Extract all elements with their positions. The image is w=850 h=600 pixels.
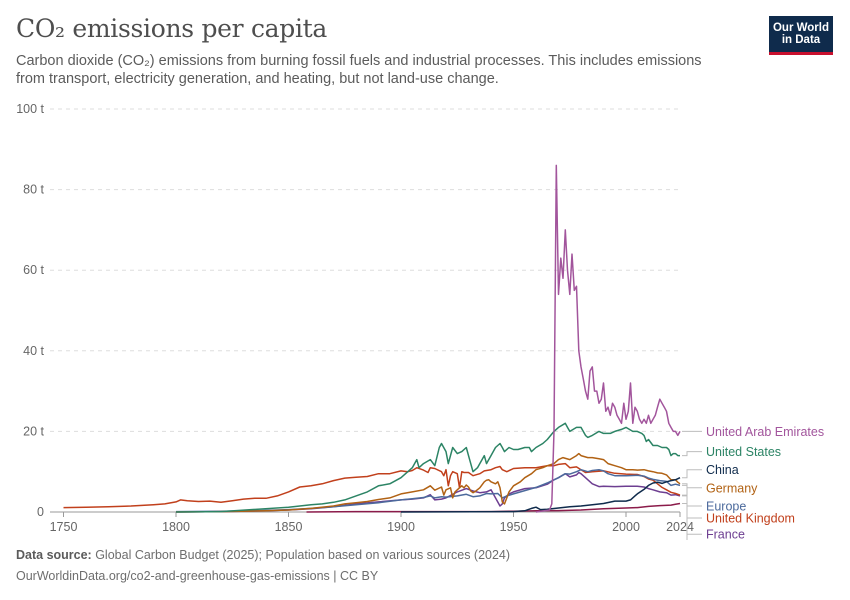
label-connector	[682, 494, 702, 519]
series-label-germany[interactable]: Germany	[706, 481, 758, 495]
series-label-europe[interactable]: Europe	[706, 499, 746, 513]
x-axis: 1750 1800 1850 1900 1950 2000 2024	[50, 512, 694, 534]
y-tick-label: 0	[37, 505, 44, 519]
series-line-germany[interactable]	[175, 452, 681, 513]
data-source-text: Global Carbon Budget (2025); Population …	[91, 548, 511, 562]
series-lines	[63, 164, 681, 513]
series-label-china[interactable]: China	[706, 463, 739, 477]
series-label-united-kingdom[interactable]: United Kingdom	[706, 512, 795, 526]
series-line-united-kingdom[interactable]	[63, 462, 681, 509]
y-tick-label: 100 t	[16, 102, 44, 116]
chart-title: CO₂ emissions per capita	[16, 14, 328, 43]
series-labels: United Arab Emirates United States China Ge…	[682, 425, 824, 540]
y-tick-label: 40 t	[23, 344, 44, 358]
chart-subtitle: Carbon dioxide (CO₂) emissions from burn…	[16, 53, 702, 87]
logo-line-1: Our World	[772, 21, 829, 34]
series-label-united-arab-emirates[interactable]: United Arab Emirates	[706, 425, 824, 439]
y-tick-label: 60 t	[23, 263, 44, 277]
data-source-label: Data source:	[16, 548, 92, 562]
series-line-united-states[interactable]	[175, 422, 680, 513]
series-label-france[interactable]: France	[706, 528, 745, 540]
series-line-united-arab-emirates[interactable]	[535, 164, 681, 513]
y-axis: 0 20 t 40 t 60 t 80 t 100 t	[16, 102, 44, 519]
source-url[interactable]: OurWorldinData.org/co2-and-greenhouse-ga…	[16, 569, 379, 583]
owid-logo[interactable]: Our World in Data	[769, 16, 833, 55]
x-tick-label: 1800	[162, 520, 190, 534]
data-source: Data source: Global Carbon Budget (2025)…	[16, 548, 510, 562]
x-tick-label: 2024	[666, 520, 694, 534]
label-connector	[682, 503, 688, 540]
label-connector	[682, 451, 702, 457]
gridlines	[50, 108, 680, 513]
series-line-france[interactable]	[175, 471, 681, 513]
series-line-europe[interactable]	[175, 468, 681, 513]
x-tick-label: 1850	[275, 520, 303, 534]
y-tick-label: 20 t	[23, 424, 44, 438]
x-tick-label: 1950	[500, 520, 528, 534]
series-label-united-states[interactable]: United States	[706, 445, 781, 459]
x-tick-label: 2000	[612, 520, 640, 534]
x-tick-label: 1750	[50, 520, 78, 534]
logo-line-2: in Data	[781, 34, 821, 46]
series-line-china[interactable]	[400, 477, 681, 513]
y-tick-label: 80 t	[23, 183, 44, 197]
x-tick-label: 1900	[387, 520, 415, 534]
label-connector	[682, 469, 702, 479]
